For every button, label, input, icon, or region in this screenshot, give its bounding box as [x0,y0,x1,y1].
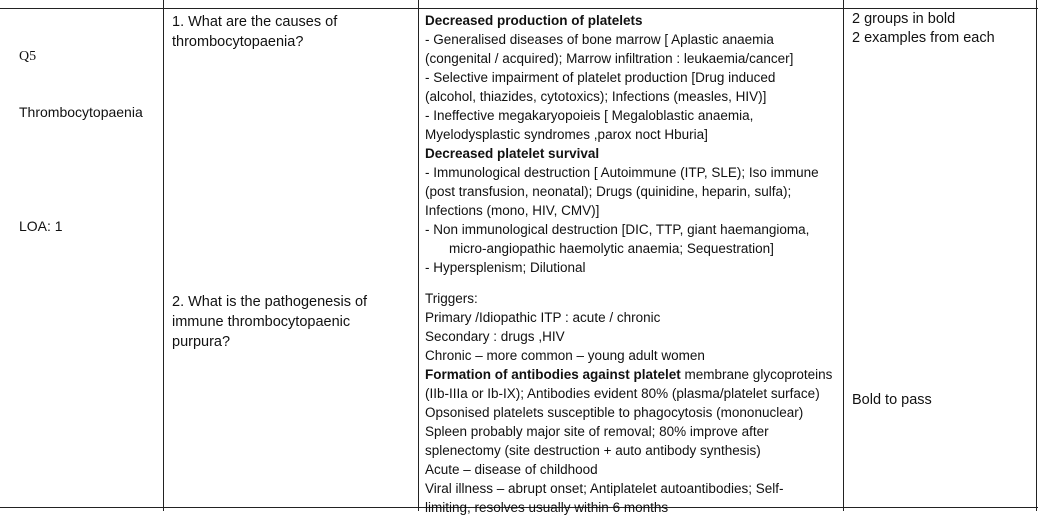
answer-line: - Non immunological destruction [DIC, TT… [425,222,810,237]
column-divider-1 [163,0,164,511]
table-bottom-border [0,507,1038,508]
answer-line: Secondary : drugs ,HIV [425,329,565,344]
answer-line: Viral illness – abrupt onset; Antiplatel… [425,481,784,496]
topic-title: Thrombocytopaenia [19,104,143,120]
topic-cell: Q5 Thrombocytopaenia LOA: 1 [19,11,164,255]
answer-line: micro-angiopathic haemolytic anaemia; Se… [449,241,774,256]
answer-line: Formation of antibodies against platelet… [425,365,840,384]
marking-line: 2 examples from each [852,30,995,46]
answer-line: Opsonised platelets susceptible to phago… [425,405,804,420]
question-line: 1. What are the causes of [172,14,338,30]
answer-line: - Immunological destruction [ Autoimmune… [425,165,819,180]
answer-line: - Selective impairment of platelet produ… [425,70,776,85]
answer-line: limiting, resolves usually within 6 mont… [425,500,669,515]
loa-label: LOA: 1 [19,218,63,234]
answer-line: Primary /Idiopathic ITP : acute / chroni… [425,310,661,325]
answer-line: (alcohol, thiazides, cytotoxics); Infect… [425,89,767,104]
answer-line: - Generalised diseases of bone marrow [ … [425,32,774,47]
answer-line: Chronic – more common – young adult wome… [425,348,705,363]
column-divider-3 [843,0,844,511]
answer-line: - Ineffective megakaryopoieis [ Megalobl… [425,108,754,123]
answer-line: - Hypersplenism; Dilutional [425,260,586,275]
question-line: 2. What is the pathogenesis of [172,294,368,310]
question-2: 2. What is the pathogenesis of immune thr… [172,292,412,352]
answer-line: (congenital / acquired); Marrow infiltra… [425,51,794,66]
answer-line: Decreased platelet survival [425,146,600,161]
answer-line: Spleen probably major site of removal; 8… [425,424,769,439]
answer-line: Decreased production of platelets [425,13,643,28]
question-line: immune thrombocytopaenic [172,314,351,330]
answer-line: splenectomy (site destruction + auto ant… [425,443,761,458]
answer-line: Acute – disease of childhood [425,462,598,477]
answer-line: (IIb-IIIa or Ib-IX); Antibodies evident … [425,386,820,401]
question-line: purpura? [172,334,231,350]
question-line: thrombocytopaenia? [172,34,304,50]
answer-line-part: Formation of antibodies against platelet [425,367,681,382]
answer-line: Triggers: [425,291,478,306]
answer-pathogenesis: Triggers: Primary /Idiopathic ITP : acute… [425,289,840,517]
answer-causes: Decreased production of platelets - Gener… [425,11,840,277]
marking-line: Bold to pass [852,392,932,408]
answer-line: Infections (mono, HIV, CMV)] [425,203,600,218]
table-top-border [0,8,1038,9]
marking-q2: Bold to pass [852,391,1032,410]
column-divider-2 [418,0,419,511]
answer-line-part: membrane glycoproteins [680,367,833,382]
question-id: Q5 [19,49,37,64]
table-right-border [1036,0,1037,511]
question-1: 1. What are the causes of thrombocytopaen… [172,12,412,52]
answer-line: (post transfusion, neonatal); Drugs (qui… [425,184,792,199]
marking-line: 2 groups in bold [852,11,956,27]
answer-line: Myelodysplastic syndromes ,parox noct Hb… [425,127,708,142]
marking-q1: 2 groups in bold 2 examples from each [852,10,1032,48]
